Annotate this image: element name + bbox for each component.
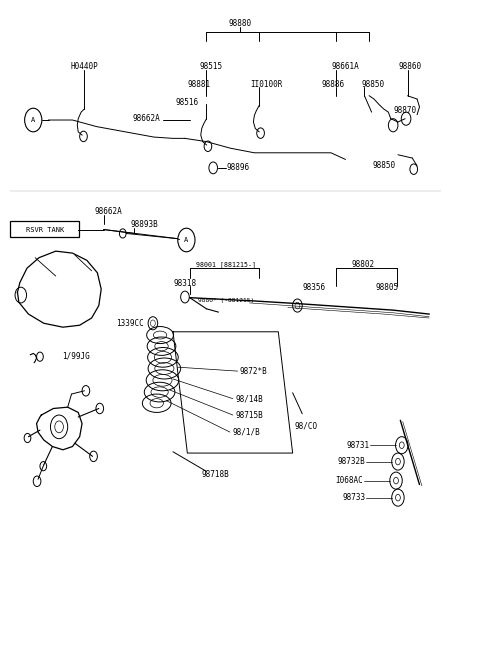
- Text: 98850: 98850: [361, 80, 384, 89]
- Text: 9872*B: 9872*B: [240, 367, 268, 376]
- Text: 9880* (-881215): 9880* (-881215): [197, 298, 254, 304]
- Text: I068AC: I068AC: [336, 476, 363, 485]
- Text: A: A: [31, 117, 36, 123]
- Text: 98733: 98733: [342, 493, 365, 502]
- Text: 98731: 98731: [346, 441, 369, 449]
- Text: 98662A: 98662A: [95, 208, 122, 216]
- Text: 98850: 98850: [372, 162, 395, 170]
- Text: 98732B: 98732B: [337, 457, 365, 466]
- Text: 98881: 98881: [188, 80, 211, 89]
- Text: 1339CC: 1339CC: [117, 319, 144, 328]
- Text: 98718B: 98718B: [201, 470, 229, 478]
- Text: 98896: 98896: [226, 164, 249, 172]
- Text: 98802: 98802: [352, 260, 375, 269]
- Text: 98715B: 98715B: [235, 411, 263, 420]
- Text: 98001 [881215-]: 98001 [881215-]: [196, 261, 256, 267]
- Text: 98805: 98805: [376, 283, 399, 292]
- Text: 1/99JG: 1/99JG: [62, 351, 90, 361]
- Text: II0100R: II0100R: [250, 80, 283, 89]
- Text: 98886: 98886: [322, 80, 345, 89]
- Text: H0440P: H0440P: [71, 62, 98, 71]
- Text: 98/1/B: 98/1/B: [232, 428, 260, 437]
- Text: 98893B: 98893B: [131, 220, 158, 229]
- Text: RSVR TANK: RSVR TANK: [26, 227, 64, 233]
- Text: 98662A: 98662A: [133, 114, 160, 124]
- Text: 98860: 98860: [398, 62, 421, 71]
- Text: 98661A: 98661A: [331, 62, 359, 71]
- Text: 98318: 98318: [173, 279, 196, 288]
- Text: 98870: 98870: [394, 106, 417, 116]
- Text: A: A: [184, 237, 189, 243]
- Text: 98/CO: 98/CO: [295, 421, 318, 430]
- Text: 98356: 98356: [302, 283, 326, 292]
- Text: 98880: 98880: [228, 19, 252, 28]
- Text: 98516: 98516: [176, 98, 199, 107]
- Text: 98/14B: 98/14B: [235, 394, 263, 403]
- Text: 98515: 98515: [200, 62, 223, 71]
